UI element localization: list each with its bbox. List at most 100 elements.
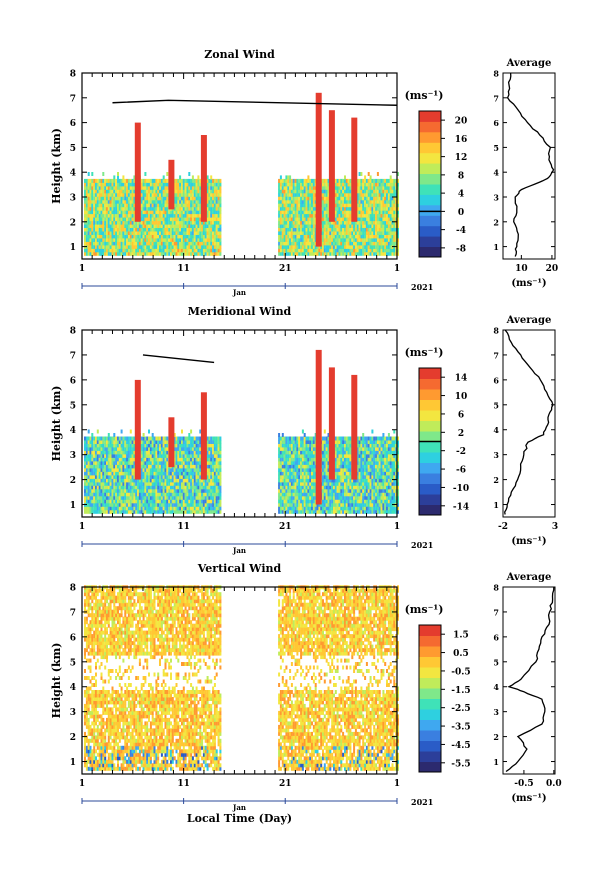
data-cell: [278, 182, 281, 187]
data-cell: [113, 481, 116, 486]
data-cell: [166, 450, 169, 455]
data-cell: [210, 234, 213, 239]
data-cell: [148, 488, 150, 493]
data-cell: [177, 464, 180, 469]
data-cell: [296, 248, 299, 253]
data-cell: [305, 192, 308, 197]
data-cell: [208, 206, 211, 211]
data-cell: [362, 203, 365, 208]
data-cell: [122, 492, 125, 497]
data-cell: [182, 199, 185, 204]
data-cell: [140, 237, 143, 242]
data-cell: [98, 485, 101, 490]
data-cell: [212, 220, 215, 225]
data-cell: [129, 453, 132, 458]
data-cell: [290, 196, 293, 201]
data-cell: [113, 492, 116, 497]
data-cell: [333, 241, 335, 246]
data-cell: [120, 502, 123, 507]
data-cell: [279, 206, 282, 211]
data-cell: [204, 506, 207, 511]
data-cell: [91, 446, 94, 451]
data-cell: [117, 213, 119, 218]
data-cell: [135, 234, 138, 239]
data-cell: [206, 509, 209, 514]
data-cell: [193, 189, 196, 194]
data-cell: [191, 178, 194, 183]
data-cell: [215, 436, 218, 441]
data-cell: [281, 206, 284, 211]
data-cell: [175, 220, 178, 225]
data-cell: [342, 244, 345, 249]
data-cell: [331, 241, 334, 246]
data-cell: [199, 244, 202, 249]
data-cell: [124, 446, 127, 451]
data-cell: [387, 237, 390, 242]
data-cell: [199, 192, 202, 197]
data-cell: [142, 213, 145, 218]
data-cell: [382, 203, 385, 208]
data-cell: [331, 244, 334, 249]
data-cell: [208, 178, 211, 183]
data-cell: [208, 217, 211, 222]
data-cell: [195, 492, 198, 497]
data-cell: [206, 213, 209, 218]
data-cell: [190, 443, 193, 448]
data-cell: [155, 450, 158, 455]
data-cell: [378, 192, 381, 197]
data-cell: [171, 485, 174, 490]
data-cell: [344, 244, 346, 249]
data-cell: [120, 241, 123, 246]
data-cell: [285, 175, 288, 180]
data-cell: [89, 446, 92, 451]
data-cell: [219, 237, 222, 242]
data-cell: [367, 172, 370, 176]
data-cell: [133, 474, 136, 479]
data-cell: [309, 182, 312, 187]
data-cell: [364, 185, 367, 190]
data-cell: [109, 436, 112, 441]
data-cell: [135, 488, 138, 493]
data-cell: [127, 251, 130, 256]
data-cell: [287, 213, 290, 218]
data-cell: [215, 450, 218, 455]
data-cell: [106, 182, 108, 187]
data-cell: [342, 217, 345, 222]
data-cell: [104, 178, 107, 183]
data-cell: [349, 210, 352, 215]
data-cell: [281, 224, 284, 228]
data-cell: [188, 196, 191, 201]
data-cell: [144, 199, 147, 204]
data-cell: [393, 189, 396, 194]
data-cell: [146, 488, 149, 493]
data-cell: [179, 231, 182, 235]
data-cell: [164, 237, 167, 242]
data-cell: [104, 478, 107, 483]
data-cell: [113, 485, 116, 490]
data-cell: [117, 464, 119, 469]
data-cell: [344, 220, 346, 225]
data-cell: [159, 199, 161, 204]
data-cell: [184, 213, 187, 218]
data-cell: [362, 182, 365, 187]
data-cell: [113, 478, 116, 483]
data-cell: [281, 203, 284, 208]
data-cell: [113, 234, 116, 239]
data-cell: [391, 210, 394, 215]
data-cell: [107, 499, 110, 504]
data-cell: [195, 182, 198, 187]
data-cell: [322, 199, 324, 204]
data-cell: [336, 241, 339, 246]
data-cell: [95, 178, 97, 183]
data-cell: [303, 224, 306, 228]
data-cell: [353, 244, 356, 249]
data-cell: [107, 251, 110, 256]
data-cell: [109, 460, 112, 465]
data-cell: [87, 481, 90, 486]
data-cell: [378, 224, 381, 228]
data-cell: [217, 196, 220, 201]
data-cell: [367, 210, 370, 215]
data-cell: [279, 199, 282, 204]
data-cell: [309, 185, 312, 190]
data-cell: [117, 203, 119, 208]
